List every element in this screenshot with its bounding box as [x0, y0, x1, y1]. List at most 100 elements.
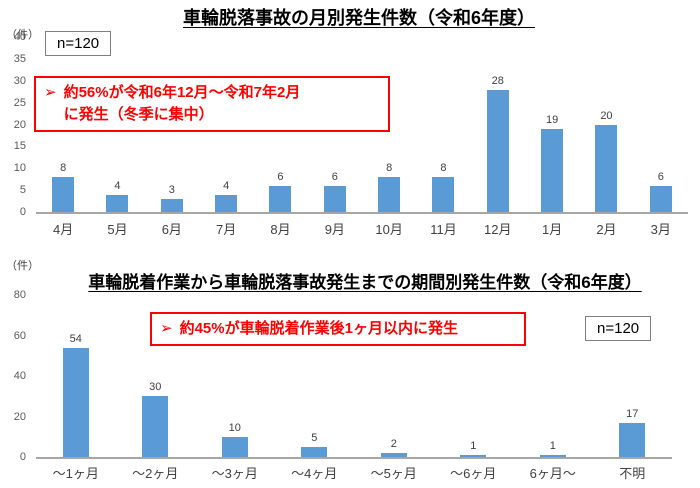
x-category-label: 9月 [324, 222, 345, 237]
bar-value-label: 8 [440, 162, 447, 174]
y-tick-label: 0 [19, 451, 26, 463]
x-category-label: 1月 [542, 222, 563, 237]
annotation-text: 約45%が車輪脱着作業後1ヶ月以内に発生 [179, 320, 458, 337]
bar-group: 6 [634, 37, 688, 212]
x-category-label: 2月 [596, 222, 617, 237]
y-tick-label: 80 [13, 289, 26, 301]
bar-group: 20 [579, 37, 633, 212]
bar[interactable] [52, 177, 75, 212]
y-tick-label: 15 [13, 140, 26, 153]
bar[interactable] [432, 177, 455, 212]
chart-title: 車輪脱落事故の月別発生件数（令和6年度） [182, 8, 535, 28]
bar-value-label: 17 [626, 407, 639, 420]
x-category-label: ～6ヶ月 [450, 466, 497, 481]
bar-value-label: 8 [386, 162, 393, 174]
x-category-label: 12月 [484, 222, 512, 237]
y-tick-label: 25 [13, 96, 26, 109]
x-category-label: ～2ヶ月 [132, 466, 179, 481]
bar-value-label: 6 [657, 170, 664, 183]
bar-value-label: 1 [549, 439, 556, 452]
bar-value-label: 54 [69, 332, 82, 345]
y-tick-label: 20 [13, 118, 26, 131]
x-category-label: ～3ヶ月 [211, 466, 258, 481]
bar-value-label: 6 [331, 170, 338, 183]
x-axis-labels: 4月 5月 6月 7月 8月 9月 10月 11月 12月 1月 2月 3月 [36, 219, 688, 238]
x-category-label: 4月 [53, 222, 74, 237]
bar[interactable] [378, 177, 401, 212]
bar[interactable] [160, 198, 183, 212]
y-tick-label: 35 [13, 52, 26, 65]
bar-group: 5 [275, 295, 355, 457]
bar[interactable] [380, 452, 407, 457]
y-tick-label: 40 [13, 370, 26, 382]
bar-group: 6 [308, 37, 362, 212]
bar[interactable] [215, 194, 238, 212]
bar-group: 8 [416, 37, 470, 212]
y-tick-label: 10 [13, 162, 26, 175]
bar[interactable] [106, 194, 129, 212]
bar[interactable] [541, 128, 564, 212]
x-category-label: 6月 [161, 222, 182, 237]
bar-value-label: 6 [277, 170, 284, 183]
bar-group: 8 [362, 37, 416, 212]
period-to-accident-chart: 車輪脱着作業から車輪脱落事故発生までの期間別発生件数（令和6年度） （件） 0 2… [0, 250, 700, 488]
y-tick-label: 0 [19, 206, 26, 218]
x-category-label: ～5ヶ月 [370, 466, 417, 481]
bar-group: 10 [195, 295, 275, 457]
x-category-label: 8月 [270, 222, 291, 237]
bar[interactable] [221, 436, 248, 457]
y-axis-unit-label: （件） [6, 29, 39, 41]
bar[interactable] [649, 185, 672, 212]
monthly-accidents-chart: 車輪脱落事故の月別発生件数（令和6年度） （件） 0 5 10 15 20 25 30 35 4… [6, 8, 688, 238]
bar-value-label: 4 [223, 179, 230, 192]
annotation-box: ➢ 約45%が車輪脱着作業後1ヶ月以内に発生 [150, 312, 526, 346]
bar-group: 4 [199, 37, 253, 212]
bar-value-label: 4 [114, 179, 121, 192]
bar[interactable] [486, 89, 509, 212]
y-axis: 0 20 40 60 80 [0, 289, 30, 463]
bar[interactable] [595, 124, 618, 212]
y-tick-label: 20 [13, 410, 26, 423]
y-tick-label: 60 [13, 329, 26, 342]
bar-group: 28 [471, 37, 525, 212]
x-category-label: 3月 [650, 222, 671, 237]
bar[interactable] [323, 185, 346, 212]
x-category-label: 7月 [216, 222, 237, 237]
x-category-label: ～4ヶ月 [291, 466, 338, 481]
x-category-label: 10月 [375, 222, 403, 237]
bar-value-label: 28 [491, 74, 504, 87]
bar[interactable] [301, 446, 328, 457]
arrow-bullet-icon: ➢ [44, 84, 57, 101]
bar[interactable] [619, 422, 646, 457]
x-axis-labels: ～1ヶ月 ～2ヶ月 ～3ヶ月 ～4ヶ月 ～5ヶ月 ～6ヶ月 6ヶ月～ 不明 [36, 463, 672, 482]
bar-group: 1 [513, 295, 593, 457]
sample-size-box: n=120 [585, 316, 652, 341]
bar-group: 2 [354, 295, 434, 457]
bar[interactable] [142, 396, 169, 457]
bar-group: 4 [90, 37, 144, 212]
bar-value-label: 1 [470, 439, 477, 452]
bar-value-label: 5 [311, 431, 318, 444]
arrow-bullet-icon: ➢ [160, 320, 173, 337]
bar-value-label: 19 [545, 113, 559, 126]
bar[interactable] [460, 454, 487, 457]
bar[interactable] [539, 454, 566, 457]
bar[interactable] [269, 185, 292, 212]
y-tick-label: 5 [19, 184, 26, 197]
bar-group: 17 [593, 295, 673, 457]
bar-value-label: 20 [600, 109, 613, 122]
bar-value-label: 2 [390, 437, 397, 450]
x-category-label: 不明 [619, 466, 646, 481]
annotation-box: ➢ 約56%が令和6年12月～令和7年2月 に発生（冬季に集中） [34, 76, 390, 132]
x-category-label: ～1ヶ月 [52, 466, 99, 481]
y-tick-label: 40 [13, 31, 26, 43]
y-axis-unit-label: （件） [6, 260, 39, 272]
bar-group: 8 [36, 37, 90, 212]
bar[interactable] [62, 347, 89, 457]
bar-group: 1 [434, 295, 514, 457]
x-category-label: 11月 [430, 222, 457, 237]
plot-area: 8 4 3 4 6 6 8 8 28 19 20 6 [36, 37, 688, 214]
x-category-label: 6ヶ月～ [529, 466, 576, 481]
plot-area: 54 30 10 5 2 1 1 17 [36, 295, 672, 459]
